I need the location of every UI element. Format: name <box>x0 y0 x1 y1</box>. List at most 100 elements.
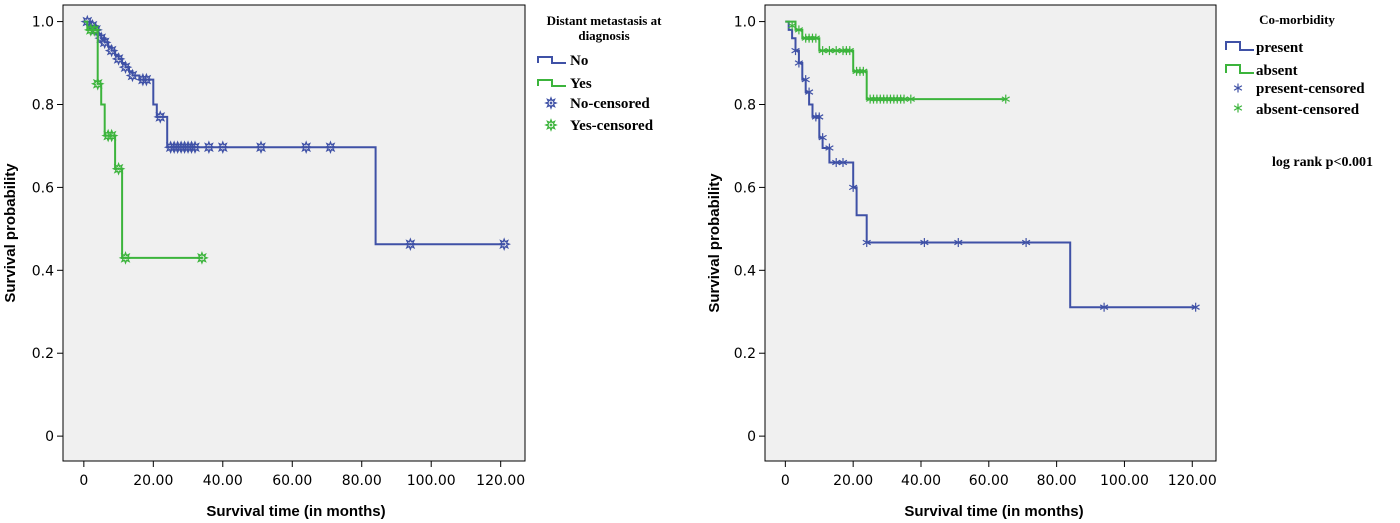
right-y-tick-label: 0 <box>747 429 756 445</box>
right-legend-label-present-censored: present-censored <box>1256 81 1365 97</box>
right-censor-mark-present <box>862 238 871 248</box>
right-censor-mark-present <box>818 133 827 143</box>
right-legend-swatch-absent <box>1225 64 1254 74</box>
left-legend-title-line-1: Distant metastasis at <box>547 13 662 28</box>
right-censor-mark-present <box>832 158 841 168</box>
right-x-axis-title: Survival time (in months) <box>904 503 1083 520</box>
right-y-axis-title: Survival probability <box>706 173 723 313</box>
right-y-tick-label: 0.2 <box>734 346 756 362</box>
left-censor-mark-no <box>202 140 216 155</box>
right-censor-mark-absent <box>842 46 851 56</box>
left-legend-marker-no-censored-shape <box>544 96 558 110</box>
right-censor-mark-absent <box>818 46 827 56</box>
left-x-tick-label: 100.00 <box>407 473 456 489</box>
right-censor-mark-absent <box>886 94 895 104</box>
right-x-tick-label: 20.00 <box>833 473 873 489</box>
left-censor-mark-no <box>153 110 168 124</box>
left-y-ticks: 0 0.2 0.4 0.6 0.8 1.0 <box>32 15 63 445</box>
right-censor-mark-absent <box>794 25 804 35</box>
left-censor-mark-no <box>118 60 133 74</box>
left-legend-label-no: No <box>570 53 588 69</box>
log-rank-annotation: log rank p<0.001 <box>1272 155 1373 170</box>
right-censor-mark-absent <box>855 66 865 76</box>
right-censor-mark-absent <box>787 21 797 31</box>
left-y-tick-label: 0.8 <box>32 97 54 113</box>
left-legend-marker-yes-censored-shape <box>544 118 558 132</box>
left-x-tick-label: 60.00 <box>272 473 312 489</box>
left-censor-mark-yes <box>118 251 133 265</box>
right-x-tick-label: 60.00 <box>969 473 1009 489</box>
left-censor-mark-no <box>323 140 338 155</box>
left-censor-mark-no <box>111 52 126 66</box>
right-censor-mark-absent <box>879 94 888 104</box>
right-censor-mark-present <box>804 87 814 97</box>
right-legend-label-absent: absent <box>1256 63 1298 79</box>
right-censor-mark-absent <box>832 46 841 56</box>
right-censor-mark-absent <box>899 94 909 104</box>
right-y-tick-label: 0.6 <box>734 180 756 196</box>
left-censor-mark-yes <box>195 251 209 265</box>
right-censor-mark-present <box>848 182 858 192</box>
right-censor-mark-present <box>1099 302 1109 312</box>
right-censor-mark-present <box>825 143 834 153</box>
right-censor-mark-absent <box>811 33 821 43</box>
right-legend-marker-present-censored-shape <box>1233 83 1243 93</box>
left-censor-mark-yes <box>90 76 105 91</box>
left-x-axis-title: Survival time (in months) <box>206 503 385 520</box>
left-censor-mark-yes <box>87 23 102 37</box>
right-x-ticks: 0 20.00 40.00 60.00 80.00 100.00 120.00 <box>781 461 1217 489</box>
left-y-tick-label: 0.4 <box>32 263 54 279</box>
right-censor-mark-present <box>791 46 800 56</box>
right-censor-mark-absent <box>801 33 810 43</box>
left-x-tick-label: 120.00 <box>476 473 525 489</box>
right-legend-marker-absent-censored <box>1233 103 1243 113</box>
right-x-tick-label: 0 <box>781 473 790 489</box>
right-plot-area <box>764 4 1217 462</box>
right-chart-panel: 0 0.2 0.4 0.6 0.8 1.0 0 20.00 40.00 60.00 80.00 10… <box>706 4 1373 520</box>
right-censor-mark-present <box>815 112 824 122</box>
right-censor-mark-absent <box>893 94 902 104</box>
right-censor-mark-present <box>794 58 804 68</box>
right-censor-mark-absent <box>906 94 916 104</box>
right-x-tick-label: 40.00 <box>901 473 941 489</box>
left-censor-mark-yes <box>111 161 126 176</box>
right-y-tick-label: 0.4 <box>734 263 756 279</box>
right-censor-mark-absent <box>804 33 814 43</box>
left-censor-mark-no <box>188 140 202 155</box>
left-censor-mark-no <box>403 237 418 252</box>
right-censor-mark-absent <box>865 94 875 104</box>
right-y-tick-label: 0.8 <box>734 97 756 113</box>
left-series-layer <box>80 14 511 265</box>
left-y-tick-label: 1.0 <box>32 15 54 31</box>
right-censor-mark-absent <box>838 46 848 56</box>
right-censor-mark-absent <box>852 66 861 76</box>
left-legend-label-no-censored: No-censored <box>570 96 650 112</box>
left-y-tick-label: 0.6 <box>32 180 54 196</box>
right-series-layer <box>785 20 1200 312</box>
left-y-axis-title: Survival probability <box>2 163 19 303</box>
right-censor-mark-present <box>811 112 821 122</box>
left-censor-mark-no <box>254 140 268 155</box>
right-censor-mark-absent <box>896 94 905 104</box>
left-legend-label-yes-censored: Yes-censored <box>570 118 654 134</box>
right-y-ticks: 0 0.2 0.4 0.6 0.8 1.0 <box>734 15 765 445</box>
right-censor-mark-present <box>801 75 810 85</box>
left-censor-mark-no <box>104 43 119 58</box>
right-censor-mark-absent <box>808 33 817 43</box>
right-x-tick-label: 120.00 <box>1168 473 1217 489</box>
right-y-tick-label: 1.0 <box>734 15 756 31</box>
left-x-ticks: 0 20.00 40.00 60.00 80.00 100.00 120.00 <box>79 461 525 489</box>
right-censor-mark-present <box>920 238 929 248</box>
left-censor-mark-no <box>97 35 112 50</box>
left-censor-mark-no <box>299 140 313 155</box>
left-censor-mark-no <box>215 140 230 155</box>
right-legend: Co-morbidity present absent present-cens… <box>1225 12 1365 118</box>
left-y-tick-label: 0.2 <box>32 346 54 362</box>
left-censor-mark-no <box>139 72 154 87</box>
right-censor-mark-absent <box>869 94 878 104</box>
right-censor-mark-present <box>838 158 848 168</box>
left-x-tick-label: 40.00 <box>203 473 243 489</box>
right-censor-mark-absent <box>882 94 892 104</box>
right-legend-title: Co-morbidity <box>1259 12 1335 27</box>
left-legend-title-line-2: diagnosis <box>578 28 629 43</box>
